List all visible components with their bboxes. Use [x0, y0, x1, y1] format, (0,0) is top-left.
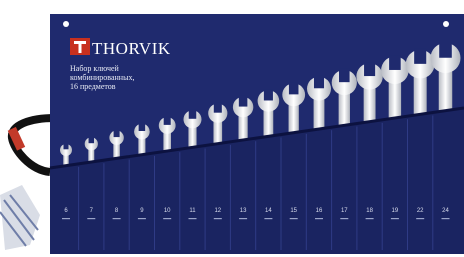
- size-label: 13: [240, 208, 247, 214]
- grommet: [443, 21, 449, 27]
- wrench-jaw: [264, 89, 273, 100]
- title-line: Набор ключей: [70, 64, 120, 73]
- wrench-jaw: [239, 96, 248, 107]
- product-photo: THORVIK Набор ключей комбинированных, 16…: [0, 0, 464, 257]
- size-underline: [113, 218, 121, 219]
- size-underline: [340, 218, 348, 219]
- size-underline: [416, 218, 424, 219]
- wrench-jaw: [189, 109, 197, 118]
- size-label: 24: [442, 208, 449, 214]
- size-underline: [264, 218, 272, 219]
- size-underline: [62, 218, 70, 219]
- size-label: 11: [189, 208, 196, 214]
- wrench-jaw: [364, 62, 375, 76]
- size-underline: [163, 218, 171, 219]
- brand: THORVIK: [92, 39, 171, 58]
- wrench-jaw: [214, 103, 222, 113]
- size-underline: [214, 218, 222, 219]
- size-underline: [239, 218, 247, 219]
- size-underline: [189, 218, 197, 219]
- size-label: 22: [417, 208, 424, 214]
- wrench-jaw: [89, 136, 95, 143]
- wrench-jaw: [114, 130, 120, 138]
- size-label: 12: [214, 208, 221, 214]
- wrench-jaw: [439, 42, 452, 58]
- size-label: 16: [316, 208, 323, 214]
- wrench-jaw: [164, 116, 171, 125]
- wrench-jaw: [339, 69, 350, 82]
- size-underline: [366, 218, 374, 219]
- wrench-jaw: [414, 49, 426, 64]
- title-line: 16 предметов: [70, 82, 116, 91]
- size-label: 15: [290, 208, 297, 214]
- size-label: 10: [164, 208, 171, 214]
- grommet: [63, 21, 69, 27]
- wrench-jaw: [139, 123, 146, 131]
- title-line: комбинированных,: [70, 73, 134, 82]
- size-label: 14: [265, 208, 272, 214]
- side-pattern: [0, 185, 40, 250]
- wrench-jaw: [389, 55, 401, 69]
- size-underline: [87, 218, 95, 219]
- size-underline: [290, 218, 298, 219]
- size-label: 18: [366, 208, 373, 214]
- size-underline: [442, 218, 450, 219]
- size-underline: [391, 218, 399, 219]
- wrench-jaw: [314, 76, 324, 89]
- size-underline: [138, 218, 146, 219]
- wrench-jaw: [289, 82, 299, 94]
- size-label: 19: [392, 208, 399, 214]
- size-label: 17: [341, 208, 348, 214]
- size-underline: [315, 218, 323, 219]
- wrench-jaw: [63, 143, 68, 149]
